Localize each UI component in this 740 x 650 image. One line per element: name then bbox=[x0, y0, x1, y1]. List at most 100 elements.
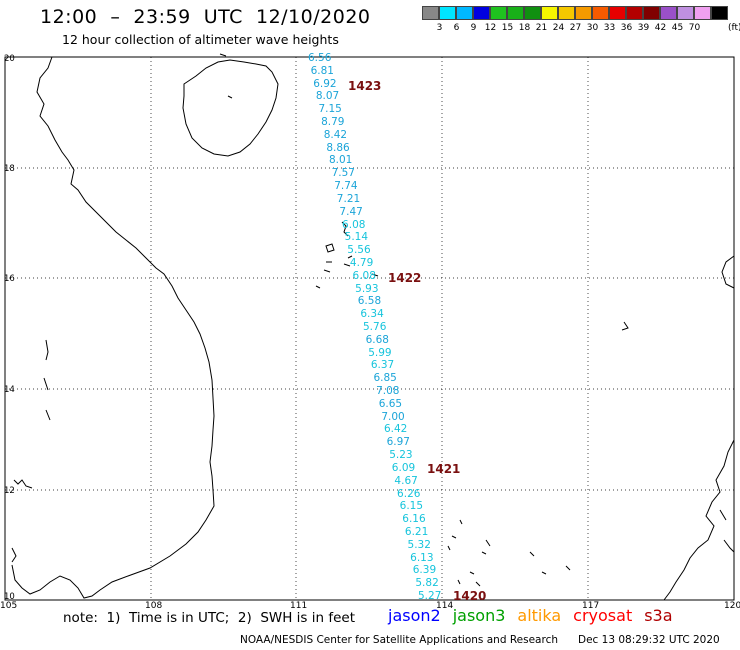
mission-legend-item: jason2 bbox=[388, 606, 441, 625]
color-legend-swatch bbox=[541, 6, 558, 20]
wave-height-label: 6.81 bbox=[310, 64, 334, 77]
lat-label-10: 10 bbox=[4, 592, 15, 602]
wave-height-label: 8.07 bbox=[315, 90, 340, 103]
wave-height-label: 6.68 bbox=[365, 333, 389, 346]
color-legend-tick: 33 bbox=[603, 23, 616, 33]
color-legend-swatch bbox=[575, 6, 592, 20]
hainan-island bbox=[182, 59, 279, 157]
color-legend-swatch bbox=[626, 6, 643, 20]
lon-label-120: 120 bbox=[724, 601, 740, 611]
hainan-inland-marks bbox=[219, 53, 233, 99]
wave-height-label: 6.65 bbox=[378, 397, 403, 410]
color-legend-tick: 42 bbox=[654, 23, 667, 33]
color-legend-swatch bbox=[439, 6, 456, 20]
color-legend-tick: 39 bbox=[637, 23, 650, 33]
scarborough-shoal bbox=[621, 321, 629, 331]
time-label-1421: 1421 bbox=[427, 462, 461, 476]
wave-height-label: 6.56 bbox=[308, 52, 332, 64]
wave-height-label: 5.99 bbox=[368, 346, 392, 359]
wave-height-label: 7.08 bbox=[376, 385, 400, 398]
wave-height-label: 4.67 bbox=[394, 474, 418, 487]
color-legend-swatch bbox=[592, 6, 609, 20]
color-legend-tick: 27 bbox=[569, 23, 582, 33]
wave-height-label: 6.39 bbox=[412, 564, 437, 577]
color-legend-swatch bbox=[694, 6, 711, 20]
wave-height-label: 8.42 bbox=[323, 128, 348, 141]
mission-legend-item: altika bbox=[517, 606, 562, 625]
generated-timestamp: Dec 13 08:29:32 UTC 2020 bbox=[578, 634, 720, 646]
time-label-1422: 1422 bbox=[388, 271, 422, 285]
color-legend-swatch bbox=[660, 6, 677, 20]
coastline-philippines bbox=[663, 255, 735, 601]
wave-height-label: 6.92 bbox=[313, 77, 337, 90]
lon-label-108: 108 bbox=[145, 601, 163, 611]
color-legend-unit: (ft) bbox=[728, 23, 740, 33]
wave-height-label: 5.27 bbox=[418, 590, 442, 602]
color-legend-swatch bbox=[456, 6, 473, 20]
color-legend-tick: 36 bbox=[620, 23, 633, 33]
wave-height-label: 5.82 bbox=[415, 577, 439, 590]
wave-height-label: 6.13 bbox=[410, 551, 434, 564]
mission-legend-item: jason3 bbox=[452, 606, 506, 625]
wave-height-label: 6.08 bbox=[352, 269, 376, 282]
wave-height-label: 7.74 bbox=[334, 180, 358, 193]
wave-height-label: 7.15 bbox=[318, 103, 342, 116]
color-legend-tick: 3 bbox=[436, 23, 443, 33]
map-subtitle: 12 hour collection of altimeter wave hei… bbox=[62, 32, 339, 47]
mission-legend-item: s3a bbox=[644, 606, 673, 625]
spratly-islands bbox=[447, 519, 571, 587]
time-label-1423: 1423 bbox=[348, 79, 382, 93]
graticule bbox=[5, 57, 734, 600]
lat-label-16: 16 bbox=[4, 274, 15, 284]
wave-height-label: 8.01 bbox=[328, 154, 353, 167]
color-legend-tick: 9 bbox=[470, 23, 477, 33]
color-legend-swatch bbox=[609, 6, 626, 20]
lat-label-14: 14 bbox=[4, 385, 15, 395]
color-legend-swatch bbox=[524, 6, 541, 20]
map-frame bbox=[4, 56, 735, 601]
lon-label-117: 117 bbox=[582, 601, 600, 611]
wave-height-label: 8.79 bbox=[321, 116, 345, 129]
wave-height-label: 6.16 bbox=[402, 513, 426, 526]
wave-height-label: 6.09 bbox=[391, 461, 416, 474]
wave-height-label: 8.86 bbox=[326, 141, 350, 154]
coastline-vietnam bbox=[11, 56, 215, 599]
color-legend-tick: 24 bbox=[552, 23, 565, 33]
wave-height-label: 6.34 bbox=[360, 308, 384, 321]
paracel-islands bbox=[315, 221, 379, 289]
lat-label-12: 12 bbox=[4, 486, 15, 496]
color-legend-swatch bbox=[643, 6, 660, 20]
lat-label-20: 20 bbox=[4, 54, 15, 64]
wave-height-label: 5.76 bbox=[363, 321, 387, 333]
wave-height-label: 6.21 bbox=[404, 525, 429, 538]
color-legend-ticks: 3 6 9 12 15 18 21 24 27 30 33 36 39 42 45 70 bbox=[422, 23, 740, 35]
wave-height-label: 6.42 bbox=[383, 423, 408, 436]
color-legend-tick: 18 bbox=[518, 23, 531, 33]
color-legend-swatch bbox=[711, 6, 728, 20]
color-legend-swatch bbox=[677, 6, 694, 20]
units-note: note: 1) Time is in UTC; 2) SWH is in fe… bbox=[63, 610, 356, 626]
credit-line: NOAA/NESDIS Center for Satellite Applica… bbox=[240, 634, 558, 646]
color-legend-tick: 45 bbox=[671, 23, 684, 33]
lon-label-111: 111 bbox=[290, 601, 308, 611]
wave-height-label: 6.08 bbox=[342, 218, 366, 231]
wave-height-label: 7.21 bbox=[336, 192, 361, 205]
map-title: 12:00 – 23:59 UTC 12/10/2020 bbox=[40, 6, 371, 28]
wave-height-label: 7.47 bbox=[339, 205, 363, 218]
color-legend-tick: 6 bbox=[453, 23, 460, 33]
color-legend-swatch bbox=[473, 6, 490, 20]
wave-height-label: 6.97 bbox=[386, 436, 410, 449]
mission-legend: jason2 jason3 altika cryosat s3a bbox=[388, 606, 685, 625]
color-legend-bar bbox=[422, 6, 728, 20]
color-legend-swatch bbox=[490, 6, 507, 20]
wave-height-label: 5.56 bbox=[347, 244, 371, 257]
coastline-gulf-of-thailand bbox=[11, 339, 51, 563]
wave-height-label: 5.93 bbox=[355, 282, 379, 295]
wave-height-label: 6.26 bbox=[397, 487, 421, 500]
wave-height-label: 7.57 bbox=[331, 167, 355, 180]
wave-height-label: 4.79 bbox=[349, 256, 374, 269]
color-legend-swatch bbox=[422, 6, 439, 20]
color-legend-tick: 70 bbox=[688, 23, 701, 33]
wave-height-label: 6.58 bbox=[357, 295, 382, 308]
